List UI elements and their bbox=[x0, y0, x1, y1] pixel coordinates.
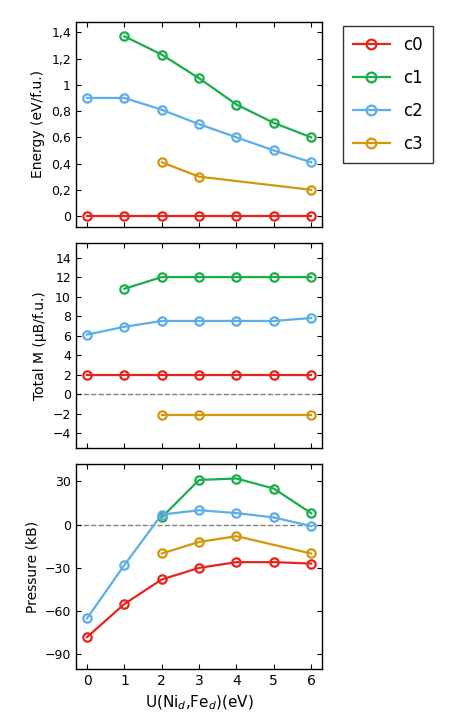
Y-axis label: Energy (eV/f.u.): Energy (eV/f.u.) bbox=[31, 71, 46, 178]
Y-axis label: Total M (μB/f.u.): Total M (μB/f.u.) bbox=[33, 291, 47, 400]
Legend: c0, c1, c2, c3: c0, c1, c2, c3 bbox=[343, 26, 433, 163]
X-axis label: U(Ni$_d$,Fe$_d$)(eV): U(Ni$_d$,Fe$_d$)(eV) bbox=[145, 694, 254, 712]
Y-axis label: Pressure (kB): Pressure (kB) bbox=[25, 521, 39, 613]
